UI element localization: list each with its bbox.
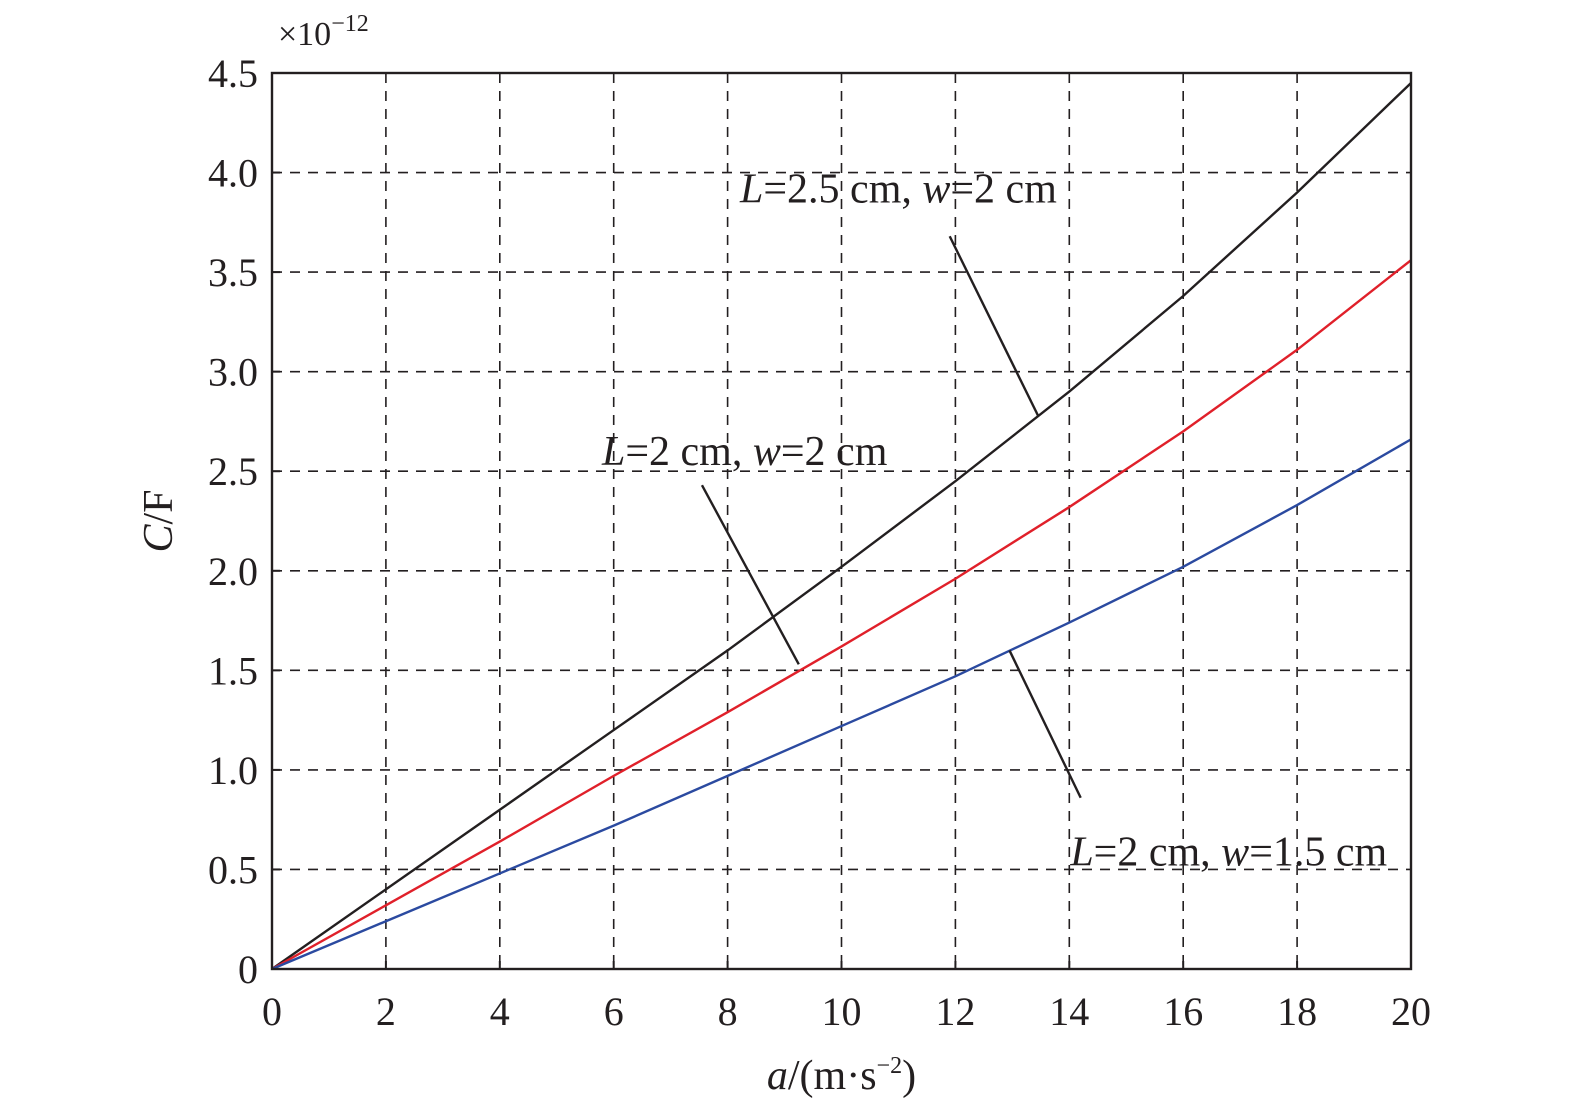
- series-line: [271, 259, 1412, 971]
- y-tick-label: 2.5: [208, 449, 258, 494]
- x-tick-label: 8: [718, 989, 738, 1034]
- series-line: [271, 438, 1412, 971]
- annotation-part: =2 cm: [950, 166, 1057, 212]
- x-tick-label: 20: [1391, 989, 1431, 1034]
- x-tick-label: 6: [604, 989, 624, 1034]
- y-tick-label: 3.0: [208, 350, 258, 395]
- annotation-part: =2.5 cm,: [763, 166, 922, 212]
- axis-ticks: [271, 72, 1412, 970]
- series-annotation: L=2 cm, w=1.5 cm: [1069, 829, 1387, 875]
- annotation-part: w: [922, 166, 950, 212]
- annotation-part: w: [753, 429, 781, 475]
- series-line: [271, 82, 1412, 970]
- y-tick-label: 4.0: [208, 151, 258, 196]
- annotation-part: w: [1221, 829, 1249, 875]
- series-lines: [271, 82, 1412, 971]
- y-tick-label: 1.0: [208, 748, 258, 793]
- x-tick-label: 2: [376, 989, 396, 1034]
- y-tick-label: 2.0: [208, 549, 258, 594]
- y-tick-labels: 0 0.5 1.0 1.5 2.0 2.5 3.0 3.5 4.0 4.5: [208, 51, 258, 992]
- y-tick-label: 1.5: [208, 648, 258, 693]
- annotation-leader: [1008, 649, 1082, 799]
- annotation-part: L: [739, 166, 763, 212]
- x-tick-label: 0: [262, 989, 282, 1034]
- grid-lines: [272, 73, 1411, 969]
- y-tick-label: 0: [238, 947, 258, 992]
- annotation-part: =2 cm: [781, 429, 888, 475]
- series-annotation: L=2.5 cm, w=2 cm: [739, 166, 1057, 212]
- y-tick-label: 0.5: [208, 847, 258, 892]
- x-tick-label: 10: [822, 989, 862, 1034]
- x-tick-label: 4: [490, 989, 510, 1034]
- annotation-leaders: [700, 235, 1082, 799]
- annotation-part: =2 cm,: [625, 429, 753, 475]
- x-tick-label: 14: [1049, 989, 1089, 1034]
- x-tick-label: 12: [935, 989, 975, 1034]
- y-tick-label: 3.5: [208, 250, 258, 295]
- series-annotation: L=2 cm, w=2 cm: [601, 429, 888, 475]
- x-tick-label: 16: [1163, 989, 1203, 1034]
- annotation-part: L: [601, 429, 625, 475]
- y-axis-multiplier: ×10−12: [278, 11, 369, 53]
- series-annotations: L=2.5 cm, w=2 cmL=2 cm, w=2 cmL=2 cm, w=…: [601, 166, 1388, 875]
- annotation-leader: [700, 484, 800, 665]
- annotation-part: L: [1069, 829, 1093, 875]
- annotation-part: =2 cm,: [1094, 829, 1222, 875]
- x-axis-label: a/(m·s−2): [767, 1053, 916, 1099]
- y-tick-label: 4.5: [208, 51, 258, 96]
- y-axis-label: C/F: [136, 489, 182, 552]
- x-tick-label: 18: [1277, 989, 1317, 1034]
- x-tick-labels: 0 2 4 6 8 10 12 14 16 18 20: [262, 989, 1431, 1034]
- annotation-leader: [948, 235, 1040, 417]
- annotation-part: =1.5 cm: [1249, 829, 1387, 875]
